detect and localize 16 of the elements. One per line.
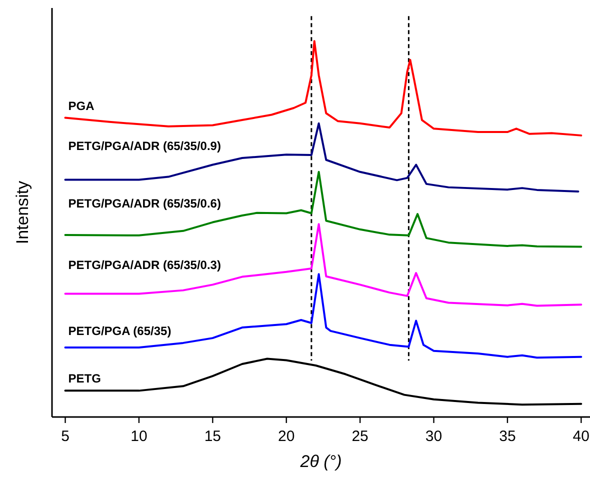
- x-tick-label: 35: [499, 428, 516, 445]
- x-tick-label: 40: [572, 428, 590, 445]
- series-label: PETG/PGA/ADR (65/35/0.9): [68, 138, 221, 153]
- series-label: PETG: [68, 372, 101, 386]
- x-tick-label: 10: [130, 428, 148, 445]
- x-tick-label: 25: [352, 428, 368, 445]
- series-label: PETG/PGA/ADR (65/35/0.3): [68, 258, 221, 272]
- x-tick-label: 30: [425, 428, 442, 445]
- x-tick-label: 20: [278, 428, 295, 445]
- x-tick-label: 15: [204, 428, 222, 445]
- series-label: PETG/PGA/ADR (65/35/0.6): [68, 196, 221, 211]
- series-label: PETG/PGA (65/35): [68, 324, 172, 338]
- series-label: PGA: [68, 98, 95, 113]
- x-tick-label: 5: [61, 428, 70, 445]
- x-axis-title: 2θ (°): [299, 452, 342, 471]
- y-axis-title: Intensity: [13, 180, 32, 244]
